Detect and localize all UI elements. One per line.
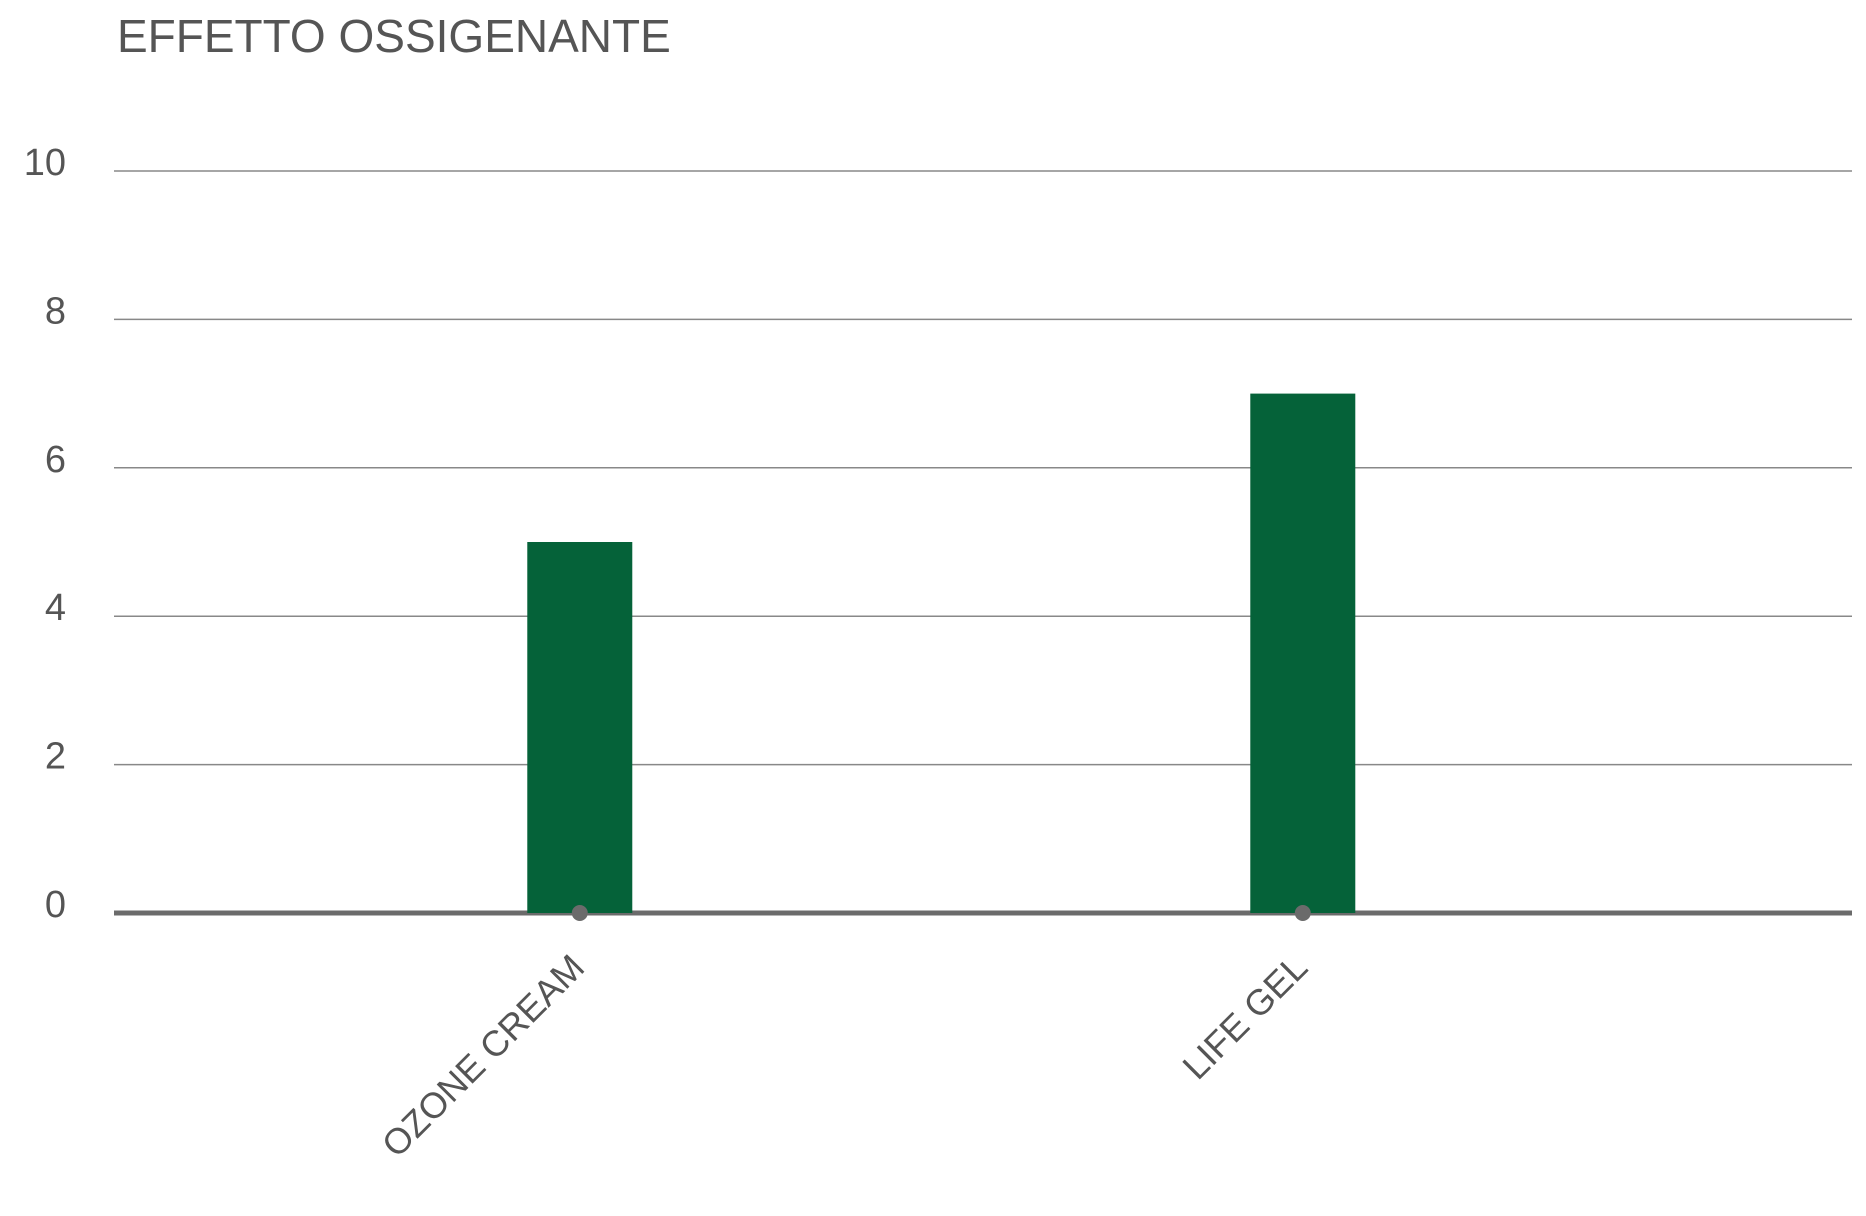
y-tick-label: 6 bbox=[45, 439, 66, 481]
x-tick-label: LIFE GEL bbox=[1174, 946, 1315, 1087]
y-tick-label: 0 bbox=[45, 884, 66, 926]
x-tick-dot bbox=[1294, 905, 1311, 921]
y-tick-label: 4 bbox=[45, 587, 66, 629]
y-tick-label: 2 bbox=[45, 736, 66, 778]
x-tick-label: OZONE CREAM bbox=[374, 946, 593, 1165]
y-tick-label: 8 bbox=[45, 290, 66, 332]
bar bbox=[527, 542, 633, 913]
chart-title: EFFETTO OSSIGENANTE bbox=[117, 10, 671, 62]
x-tick-dot bbox=[571, 905, 588, 921]
y-tick-label: 10 bbox=[24, 142, 66, 184]
bar bbox=[1250, 393, 1356, 914]
